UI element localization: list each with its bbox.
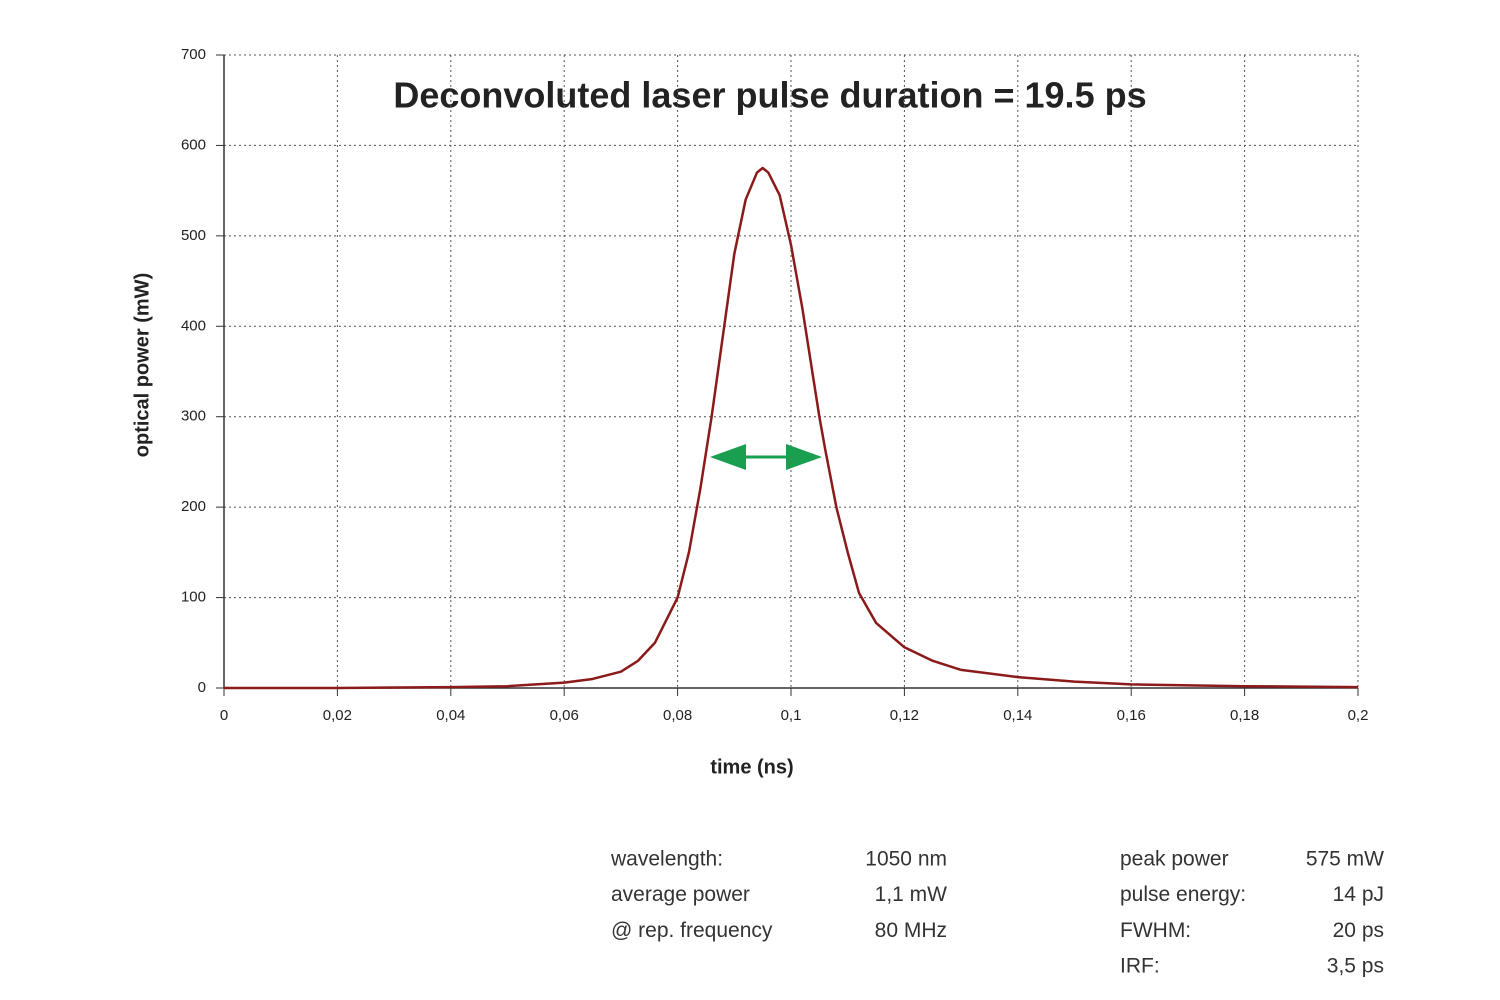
y-tick-label: 200 <box>181 498 206 515</box>
y-tick-label: 0 <box>198 679 206 696</box>
param-value: 80 MHz <box>875 919 947 942</box>
y-tick-label: 300 <box>181 408 206 425</box>
y-tick-label: 100 <box>181 589 206 606</box>
param-value: 1,1 mW <box>875 883 948 906</box>
data-line <box>224 166 1359 690</box>
param-value: 1050 nm <box>865 848 947 871</box>
x-tick-label: 0,14 <box>1003 707 1032 724</box>
arrow-head <box>786 444 822 470</box>
param-label: average power <box>611 883 750 906</box>
x-tick-label: 0,06 <box>550 707 579 724</box>
x-tick-label: 0,16 <box>1117 707 1146 724</box>
x-tick-label: 0,18 <box>1230 707 1259 724</box>
x-tick-label: 0,1 <box>781 707 802 724</box>
y-tick-label: 600 <box>181 136 206 153</box>
param-value: 575 mW <box>1306 848 1384 871</box>
x-tick-label: 0,04 <box>436 707 465 724</box>
x-axis-label: time (ns) <box>710 756 793 778</box>
param-label: FWHM: <box>1120 919 1191 942</box>
arrow-head <box>710 444 746 470</box>
y-tick-label: 400 <box>181 317 206 334</box>
param-label: pulse energy: <box>1120 883 1246 906</box>
x-tick-label: 0,12 <box>890 707 919 724</box>
param-label: IRF: <box>1120 955 1160 978</box>
param-label: wavelength: <box>610 848 723 871</box>
fwhm-arrow <box>710 444 822 470</box>
param-label: peak power <box>1120 848 1229 871</box>
annotation: Deconvoluted laser pulse duration = 19.5… <box>393 75 1146 116</box>
y-tick-label: 500 <box>181 227 206 244</box>
x-tick-label: 0,08 <box>663 707 692 724</box>
x-tick-label: 0,02 <box>323 707 352 724</box>
y-axis-label: optical power (mW) <box>131 273 153 457</box>
param-value: 14 pJ <box>1333 883 1384 906</box>
param-value: 3,5 ps <box>1327 955 1384 978</box>
param-label: @ rep. frequency <box>611 919 773 942</box>
x-tick-label: 0 <box>220 707 228 724</box>
y-tick-label: 700 <box>181 46 206 63</box>
x-tick-label: 0,2 <box>1348 707 1369 724</box>
param-value: 20 ps <box>1333 919 1384 942</box>
